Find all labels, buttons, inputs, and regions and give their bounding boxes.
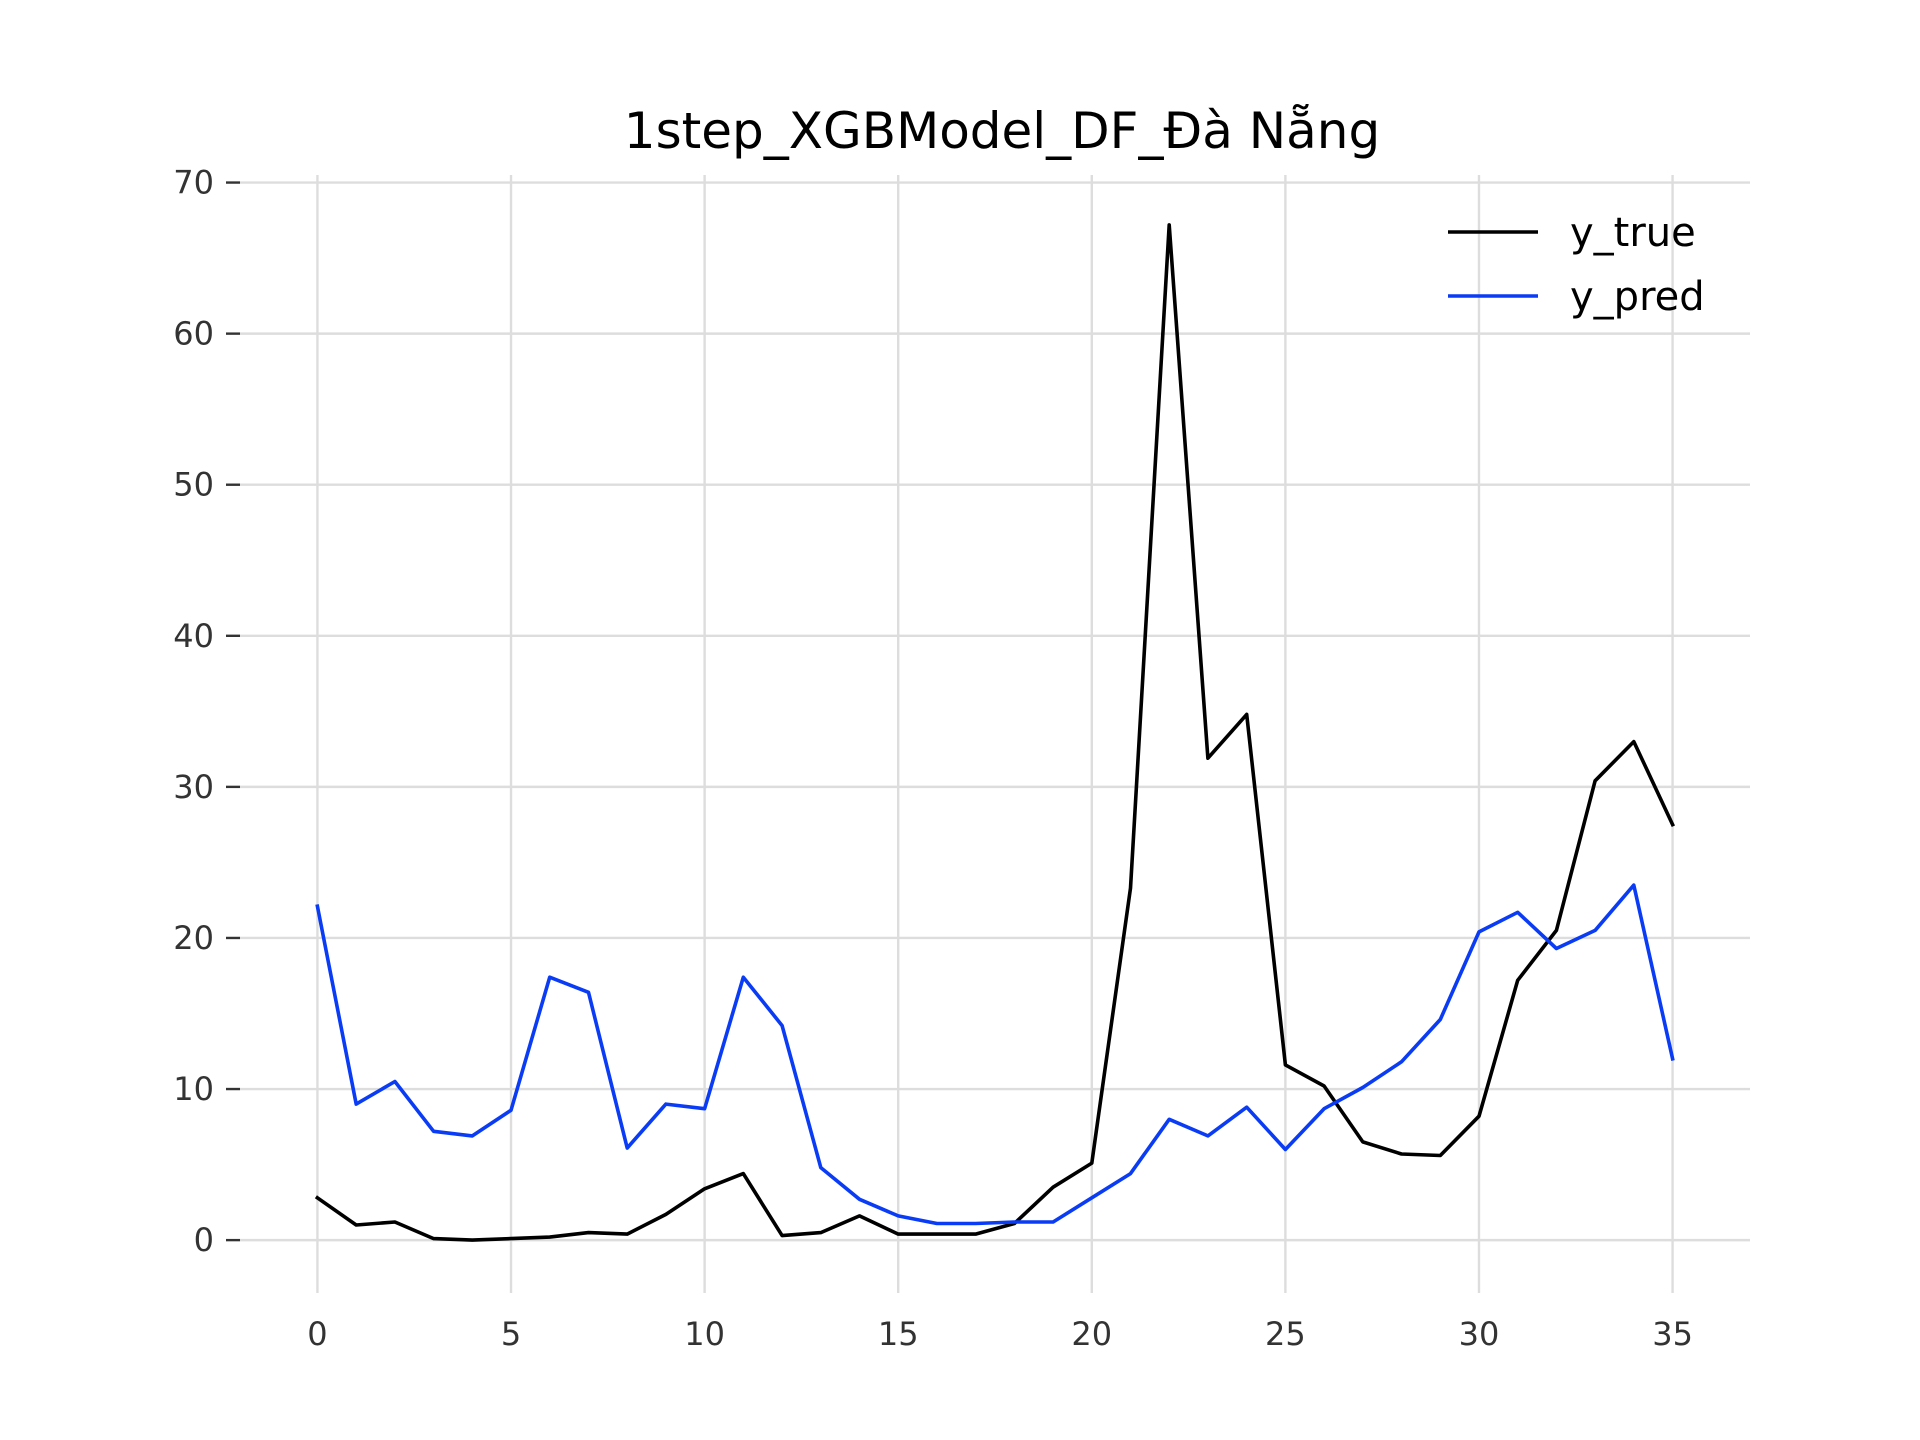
y-tick-label: 20 <box>173 919 214 957</box>
grid <box>240 175 1750 1293</box>
legend-label: y_true <box>1570 210 1696 256</box>
series-line-y-true <box>314 223 1675 1242</box>
legend: y_true y_pred <box>1448 210 1705 320</box>
axis-ticks: 0 10 20 30 40 50 60 70 0 5 10 15 20 25 30 35 <box>173 164 1693 1353</box>
x-tick-label: 35 <box>1652 1315 1693 1353</box>
chart-title: 1step_XGBModel_DF_Đà Nẵng <box>624 102 1380 160</box>
y-tick-label: 30 <box>173 768 214 806</box>
y-tick-label: 0 <box>194 1221 214 1259</box>
x-tick-label: 10 <box>684 1315 725 1353</box>
x-tick-label: 25 <box>1265 1315 1306 1353</box>
legend-label: y_pred <box>1570 274 1705 320</box>
x-tick-label: 15 <box>878 1315 919 1353</box>
x-tick-label: 30 <box>1459 1315 1500 1353</box>
y-tick-label: 40 <box>173 617 214 655</box>
x-tick-label: 0 <box>307 1315 327 1353</box>
series-lines <box>314 223 1675 1242</box>
y-tick-label: 70 <box>173 164 214 202</box>
series-line-y-pred <box>315 883 1675 1226</box>
x-tick-label: 20 <box>1071 1315 1112 1353</box>
y-tick-label: 50 <box>173 466 214 504</box>
y-tick-label: 60 <box>173 315 214 353</box>
y-tick-label: 10 <box>173 1070 214 1108</box>
x-tick-label: 5 <box>501 1315 521 1353</box>
